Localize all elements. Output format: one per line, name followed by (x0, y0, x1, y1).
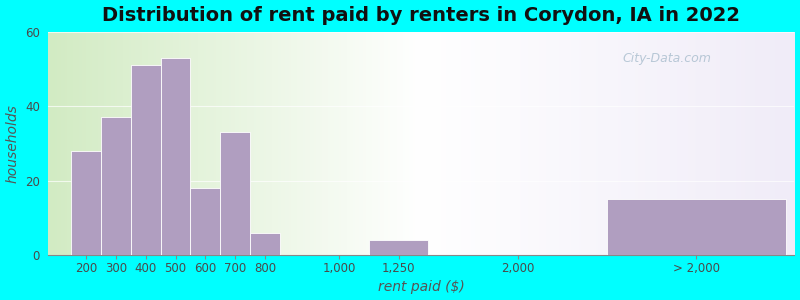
Y-axis label: households: households (6, 104, 19, 183)
X-axis label: rent paid ($): rent paid ($) (378, 280, 465, 294)
Bar (250, 232, 280, 255)
Bar (131, 65, 161, 255)
Text: City-Data.com: City-Data.com (622, 52, 711, 65)
Bar (161, 58, 190, 255)
Bar (220, 132, 250, 255)
Bar (369, 240, 429, 255)
Bar (71, 151, 101, 255)
Bar (190, 188, 220, 255)
Title: Distribution of rent paid by renters in Corydon, IA in 2022: Distribution of rent paid by renters in … (102, 6, 740, 25)
Bar (607, 199, 786, 255)
Bar (101, 117, 131, 255)
